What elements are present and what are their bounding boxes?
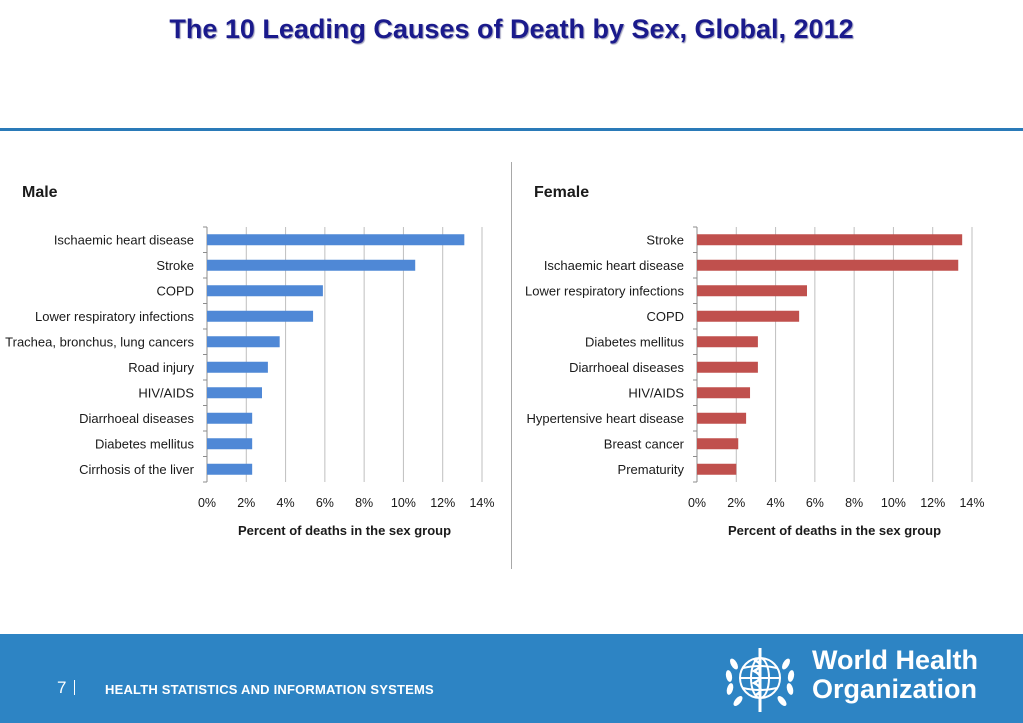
male-bar	[207, 438, 253, 450]
male-x-tick-label: 4%	[277, 496, 295, 510]
male-x-tick-label: 10%	[391, 496, 416, 510]
female-category-label: HIV/AIDS	[628, 385, 684, 400]
male-bar	[207, 463, 253, 475]
male-x-tick-label: 8%	[355, 496, 373, 510]
female-category-label: Lower respiratory infections	[525, 283, 684, 298]
female-bar	[697, 463, 737, 475]
male-category-label: Diarrhoeal diseases	[79, 411, 194, 426]
who-name-line2: Organization	[812, 674, 978, 704]
male-category-label: Diabetes mellitus	[95, 436, 194, 451]
male-category-label: COPD	[156, 283, 194, 298]
footer-separator	[74, 680, 75, 695]
title-rule	[0, 128, 1023, 131]
female-bar	[697, 310, 800, 322]
male-bar	[207, 412, 253, 424]
male-bar	[207, 310, 314, 322]
male-x-tick-label: 0%	[198, 496, 216, 510]
footer-section-label: HEALTH STATISTICS AND INFORMATION SYSTEM…	[105, 682, 434, 697]
female-category-label: Stroke	[646, 232, 684, 247]
male-x-tick-label: 6%	[316, 496, 334, 510]
female-category-label: Diarrhoeal diseases	[569, 360, 684, 375]
male-category-label: Ischaemic heart disease	[54, 232, 194, 247]
male-category-label: Cirrhosis of the liver	[79, 462, 195, 477]
female-bar	[697, 361, 758, 373]
female-x-tick-label: 4%	[767, 496, 785, 510]
male-category-label: Road injury	[128, 360, 194, 375]
female-x-tick-label: 10%	[881, 496, 906, 510]
female-bar	[697, 234, 963, 246]
footer: 7 HEALTH STATISTICS AND INFORMATION SYST…	[0, 634, 1023, 723]
female-bar	[697, 285, 807, 297]
female-bar	[697, 412, 747, 424]
who-emblem-icon	[725, 648, 795, 712]
male-x-tick-label: 14%	[469, 496, 494, 510]
female-x-tick-label: 12%	[920, 496, 945, 510]
female-x-tick-label: 6%	[806, 496, 824, 510]
male-x-axis-label: Percent of deaths in the sex group	[238, 523, 451, 538]
chart-divider	[511, 162, 512, 569]
female-chart-title: Female	[534, 184, 589, 201]
male-bar	[207, 234, 465, 246]
male-category-label: Stroke	[156, 258, 194, 273]
female-bar	[697, 387, 751, 399]
female-category-label: COPD	[646, 309, 684, 324]
who-name-line1: World Health	[812, 645, 979, 675]
female-category-label: Hypertensive heart disease	[526, 411, 684, 426]
male-x-tick-label: 12%	[430, 496, 455, 510]
male-bar	[207, 387, 262, 399]
male-category-label: Trachea, bronchus, lung cancers	[5, 334, 194, 349]
female-x-axis-label: Percent of deaths in the sex group	[728, 523, 941, 538]
female-x-tick-label: 14%	[959, 496, 984, 510]
female-category-label: Breast cancer	[604, 436, 685, 451]
male-bar	[207, 361, 268, 373]
female-bar	[697, 336, 758, 348]
male-chart-title: Male	[22, 184, 58, 201]
page-number: 7	[57, 678, 67, 697]
male-chart: Male 0% 2% 4% 6% 8% 10% 12% 14% Ischaemic heart d…	[5, 184, 494, 538]
male-bar	[207, 336, 280, 348]
female-bar	[697, 438, 739, 450]
who-name: World Health Organization	[812, 646, 978, 704]
female-category-label: Prematurity	[618, 462, 685, 477]
male-category-label: HIV/AIDS	[138, 385, 194, 400]
male-bar	[207, 259, 416, 271]
male-bar	[207, 285, 323, 297]
female-chart: Female 0% 2% 4% 6% 8% 10% 12% 14% Stroke Ischaemic…	[525, 184, 984, 538]
male-x-tick-label: 2%	[237, 496, 255, 510]
male-category-label: Lower respiratory infections	[35, 309, 194, 324]
slide-title: The 10 Leading Causes of Death by Sex, G…	[169, 14, 854, 44]
female-category-label: Diabetes mellitus	[585, 334, 684, 349]
female-x-tick-label: 2%	[727, 496, 745, 510]
female-x-tick-label: 0%	[688, 496, 706, 510]
female-bar	[697, 259, 959, 271]
female-category-label: Ischaemic heart disease	[544, 258, 684, 273]
female-x-tick-label: 8%	[845, 496, 863, 510]
